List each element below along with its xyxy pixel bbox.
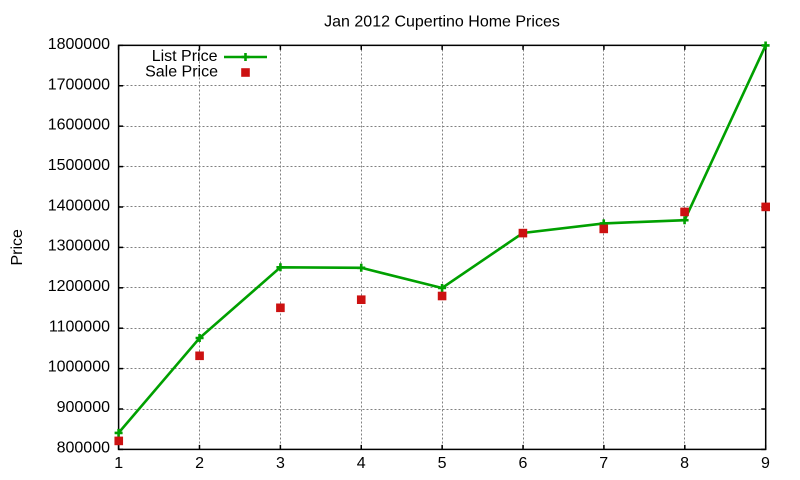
svg-text:1200000: 1200000 xyxy=(48,278,110,295)
svg-text:3: 3 xyxy=(276,455,285,472)
svg-text:Jan 2012 Cupertino Home Prices: Jan 2012 Cupertino Home Prices xyxy=(324,14,560,31)
svg-text:1: 1 xyxy=(114,455,123,472)
svg-text:2: 2 xyxy=(195,455,204,472)
svg-text:5: 5 xyxy=(438,455,447,472)
svg-text:1000000: 1000000 xyxy=(48,359,110,376)
svg-text:7: 7 xyxy=(599,455,608,472)
svg-text:6: 6 xyxy=(518,455,527,472)
svg-text:4: 4 xyxy=(357,455,366,472)
svg-text:1600000: 1600000 xyxy=(48,117,110,134)
svg-text:1800000: 1800000 xyxy=(48,36,110,53)
svg-text:1400000: 1400000 xyxy=(48,197,110,214)
svg-text:1300000: 1300000 xyxy=(48,238,110,255)
svg-text:900000: 900000 xyxy=(57,399,110,416)
svg-text:9: 9 xyxy=(761,455,770,472)
svg-text:1500000: 1500000 xyxy=(48,157,110,174)
svg-text:List Price: List Price xyxy=(152,48,218,65)
svg-text:8: 8 xyxy=(680,455,689,472)
svg-text:1700000: 1700000 xyxy=(48,76,110,93)
svg-text:1100000: 1100000 xyxy=(49,318,110,335)
svg-text:Sale Price: Sale Price xyxy=(145,64,218,81)
svg-text:800000: 800000 xyxy=(57,439,110,456)
svg-text:Price: Price xyxy=(9,229,26,266)
